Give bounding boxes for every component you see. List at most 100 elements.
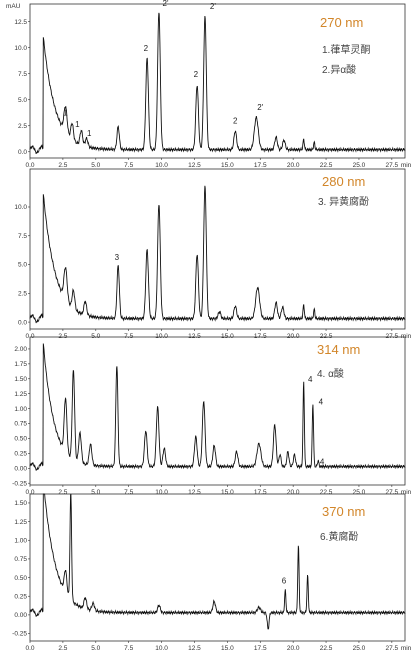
x-tick-label: 0.0 — [25, 645, 34, 652]
y-tick-label: 1.00 — [14, 406, 27, 413]
x-tick-label: 12.5 — [188, 333, 201, 340]
y-tick-label: 0.50 — [14, 436, 27, 443]
y-tick-label: 10.0 — [14, 45, 27, 52]
y-tick-label: 7.5 — [18, 71, 27, 78]
x-tick-label: 2.5 — [58, 645, 67, 652]
x-tick-label: 20.0 — [287, 489, 300, 496]
panel-280nm: 280 nm 3. 异黄腐酚 0.0 2.5 5.0 7.5 10.0 0.0 2.5 5.0… — [14, 168, 412, 340]
wavelength-label: 280 nm — [322, 174, 365, 189]
peak-label: 6 — [282, 577, 287, 586]
x-tick-label: 15.0 — [221, 162, 234, 169]
wavelength-label: 314 nm — [317, 342, 360, 357]
peak-label: 2 — [233, 117, 238, 126]
x-tick-label: 7.5 — [124, 162, 133, 169]
peak-label: 2 — [194, 70, 199, 79]
x-tick-label: 12.5 — [188, 645, 201, 652]
y-tick-label: 1.75 — [14, 361, 27, 368]
wavelength-label: 270 nm — [320, 15, 363, 30]
y-tick-label: 0.25 — [14, 593, 27, 600]
panel-270nm: mAU 270 nm 1.葎草灵酮 2.异α酸 0.02.55.07.510.0… — [6, 0, 412, 169]
x-tick-label: 22.5 — [320, 645, 333, 652]
x-tick-label: 5.0 — [91, 645, 100, 652]
x-tick-label: 15.0 — [221, 645, 234, 652]
peak-label: 4 — [319, 397, 324, 406]
x-tick-label: 22.5 — [320, 162, 333, 169]
panel-frame — [29, 493, 406, 642]
legend-entry: 6.黄腐酚 — [320, 530, 358, 543]
x-unit-label: min — [401, 162, 412, 169]
x-tick-label: 0.0 — [25, 333, 34, 340]
y-tick-label: 2.00 — [14, 346, 27, 353]
x-tick-label: 10.0 — [155, 489, 168, 496]
x-tick-label: 22.5 — [320, 489, 333, 496]
peak-label: 1 — [87, 129, 92, 138]
peak-label: 2' — [210, 2, 216, 11]
x-tick-label: 25.0 — [353, 645, 366, 652]
x-tick-label: 17.5 — [254, 645, 267, 652]
y-tick-label: 1.25 — [14, 391, 27, 398]
x-tick-label: 20.0 — [287, 333, 300, 340]
y-tick-label: 0.00 — [14, 465, 27, 472]
y-tick-label: 2.5 — [18, 291, 27, 298]
peak-label: 1 — [63, 108, 68, 117]
x-tick-label: 2.5 — [58, 162, 67, 169]
panel-frame — [29, 3, 406, 159]
x-unit-label: min — [401, 489, 412, 496]
signal-trace — [29, 493, 406, 630]
x-tick-label: 7.5 — [124, 333, 133, 340]
x-tick-label: 5.0 — [91, 162, 100, 169]
peak-label: 4 — [320, 458, 325, 467]
peak-label: 3 — [115, 253, 120, 262]
peak-label: 2' — [163, 0, 169, 8]
panel-370nm: 370 nm 6.黄腐酚 -0.25 0.00 0.25 0.50 0.75 1.00 1.… — [12, 493, 412, 652]
panel-314nm: 314 nm 4. α酸 -0.25 0.00 0.25 0.50 0.75 1.00 1.… — [12, 336, 412, 496]
y-tick-label: 7.5 — [18, 233, 27, 240]
y-tick-label: 12.5 — [14, 19, 27, 26]
x-tick-label: 17.5 — [254, 333, 267, 340]
y-tick-label: -0.25 — [12, 631, 27, 638]
y-tick-label: 1.50 — [14, 376, 27, 383]
y-tick-label: 5.0 — [18, 262, 27, 269]
x-unit-label: min — [401, 333, 412, 340]
y-tick-label: 1.50 — [14, 500, 27, 507]
x-tick-label: 5.0 — [91, 489, 100, 496]
y-tick-label: 0.25 — [14, 451, 27, 458]
legend-entry: 4. α酸 — [317, 367, 344, 380]
x-tick-label: 17.5 — [254, 489, 267, 496]
y-tick-label: 0.50 — [14, 575, 27, 582]
x-tick-label: 7.5 — [124, 645, 133, 652]
y-tick-label: 0.00 — [14, 612, 27, 619]
x-unit-label: min — [401, 645, 412, 652]
wavelength-label: 370 nm — [322, 504, 365, 519]
x-tick-label: 5.0 — [91, 333, 100, 340]
y-tick-label: 0.0 — [18, 149, 27, 156]
x-tick-label: 2.5 — [58, 333, 67, 340]
y-unit-label: mAU — [6, 3, 21, 10]
signal-trace — [29, 185, 406, 324]
x-tick-label: 25.0 — [353, 489, 366, 496]
x-tick-label: 27.5 — [386, 162, 399, 169]
x-tick-label: 12.5 — [188, 162, 201, 169]
x-tick-label: 10.0 — [155, 645, 168, 652]
peak-label: 2 — [144, 44, 149, 53]
y-tick-label: 10.0 — [14, 204, 27, 211]
y-tick-label: 2.5 — [18, 123, 27, 130]
x-tick-label: 0.0 — [25, 162, 34, 169]
x-tick-label: 20.0 — [287, 645, 300, 652]
y-tick-label: 0.75 — [14, 556, 27, 563]
legend-entry: 3. 异黄腐酚 — [318, 195, 369, 208]
peak-label: 4 — [308, 375, 313, 384]
x-tick-label: 0.0 — [25, 489, 34, 496]
y-tick-label: 5.0 — [18, 97, 27, 104]
x-tick-label: 27.5 — [386, 489, 399, 496]
legend-entry: 2.异α酸 — [322, 63, 356, 76]
y-tick-label: 1.25 — [14, 519, 27, 526]
panel-frame — [29, 168, 406, 330]
peak-label: 1 — [75, 120, 80, 129]
x-tick-label: 12.5 — [188, 489, 201, 496]
x-tick-label: 17.5 — [254, 162, 267, 169]
x-tick-label: 20.0 — [287, 162, 300, 169]
x-tick-label: 15.0 — [221, 489, 234, 496]
y-tick-label: 0.75 — [14, 421, 27, 428]
